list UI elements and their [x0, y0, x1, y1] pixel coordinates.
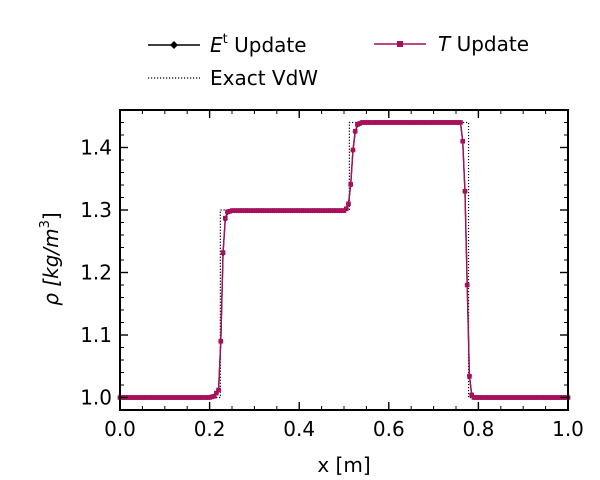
t-update-marker — [460, 138, 466, 144]
t-update-marker — [343, 206, 349, 212]
t-update-marker — [464, 282, 470, 288]
t-update-marker — [222, 215, 228, 221]
t-update-marker — [352, 128, 358, 134]
t-update-marker — [211, 393, 217, 399]
legend-et-sup: t — [223, 32, 228, 47]
legend-marker-square — [397, 41, 403, 47]
legend-t-base: T — [438, 32, 452, 56]
series-t-update-line — [120, 121, 568, 399]
legend-entry-et-update: Et Update — [148, 32, 307, 57]
series-et-update-line — [120, 121, 568, 399]
t-update-marker — [458, 120, 463, 125]
y-tick-label: 1.3 — [80, 198, 112, 222]
t-update-marker — [216, 387, 221, 393]
t-update-marker — [467, 373, 472, 379]
y-axis-label-close: ] — [39, 212, 63, 220]
plot-area: 0.0 0.2 0.4 0.6 0.8 1.0 1.0 1.1 1.2 1.3 1.4 — [80, 109, 584, 441]
t-update-marker — [218, 338, 224, 344]
t-update-marker — [350, 147, 356, 153]
x-tick-label: 0.0 — [104, 417, 136, 441]
legend-exact-label: Exact VdW — [210, 66, 318, 90]
legend-et-rest: Update — [228, 33, 307, 57]
legend-entry-t-update: T Update — [374, 32, 529, 56]
y-axis-label-main: ρ [kg/m — [39, 228, 63, 305]
x-axis-label: x [m] — [317, 453, 370, 477]
legend-entry-exact-vdw: Exact VdW — [148, 66, 318, 90]
legend-t-rest: Update — [450, 32, 529, 56]
t-update-marker — [469, 392, 474, 398]
y-axis-label-exp: 3 — [38, 220, 53, 228]
series-layer — [117, 119, 571, 401]
x-tick-label: 0.8 — [462, 417, 494, 441]
x-tick-label: 0.4 — [283, 417, 315, 441]
y-tick-label: 1.0 — [80, 386, 112, 410]
x-tick-label: 0.6 — [373, 417, 405, 441]
svg-text:Et Update: Et Update — [210, 32, 307, 57]
y-tick-label: 1.2 — [80, 261, 112, 285]
legend: Et Update T Update Exact VdW — [148, 32, 529, 90]
t-update-marker — [462, 188, 468, 194]
svg-text:T Update: T Update — [438, 32, 529, 56]
legend-et-base: E — [210, 33, 223, 57]
t-update-marker — [348, 182, 354, 187]
y-axis-label: ρ [kg/m3] — [38, 212, 63, 305]
ticks-layer: 0.0 0.2 0.4 0.6 0.8 1.0 1.0 1.1 1.2 1.3 1.4 — [80, 109, 584, 441]
t-update-marker — [220, 250, 226, 255]
x-tick-label: 0.2 — [194, 417, 226, 441]
legend-marker-diamond — [170, 41, 178, 49]
t-update-marker — [214, 390, 219, 396]
x-tick-label: 1.0 — [552, 417, 584, 441]
plot-frame — [119, 109, 569, 411]
y-tick-label: 1.1 — [80, 323, 112, 347]
series-exact-vdw-line — [120, 121, 568, 399]
t-update-marker — [346, 201, 351, 207]
y-tick-label: 1.4 — [80, 136, 112, 160]
